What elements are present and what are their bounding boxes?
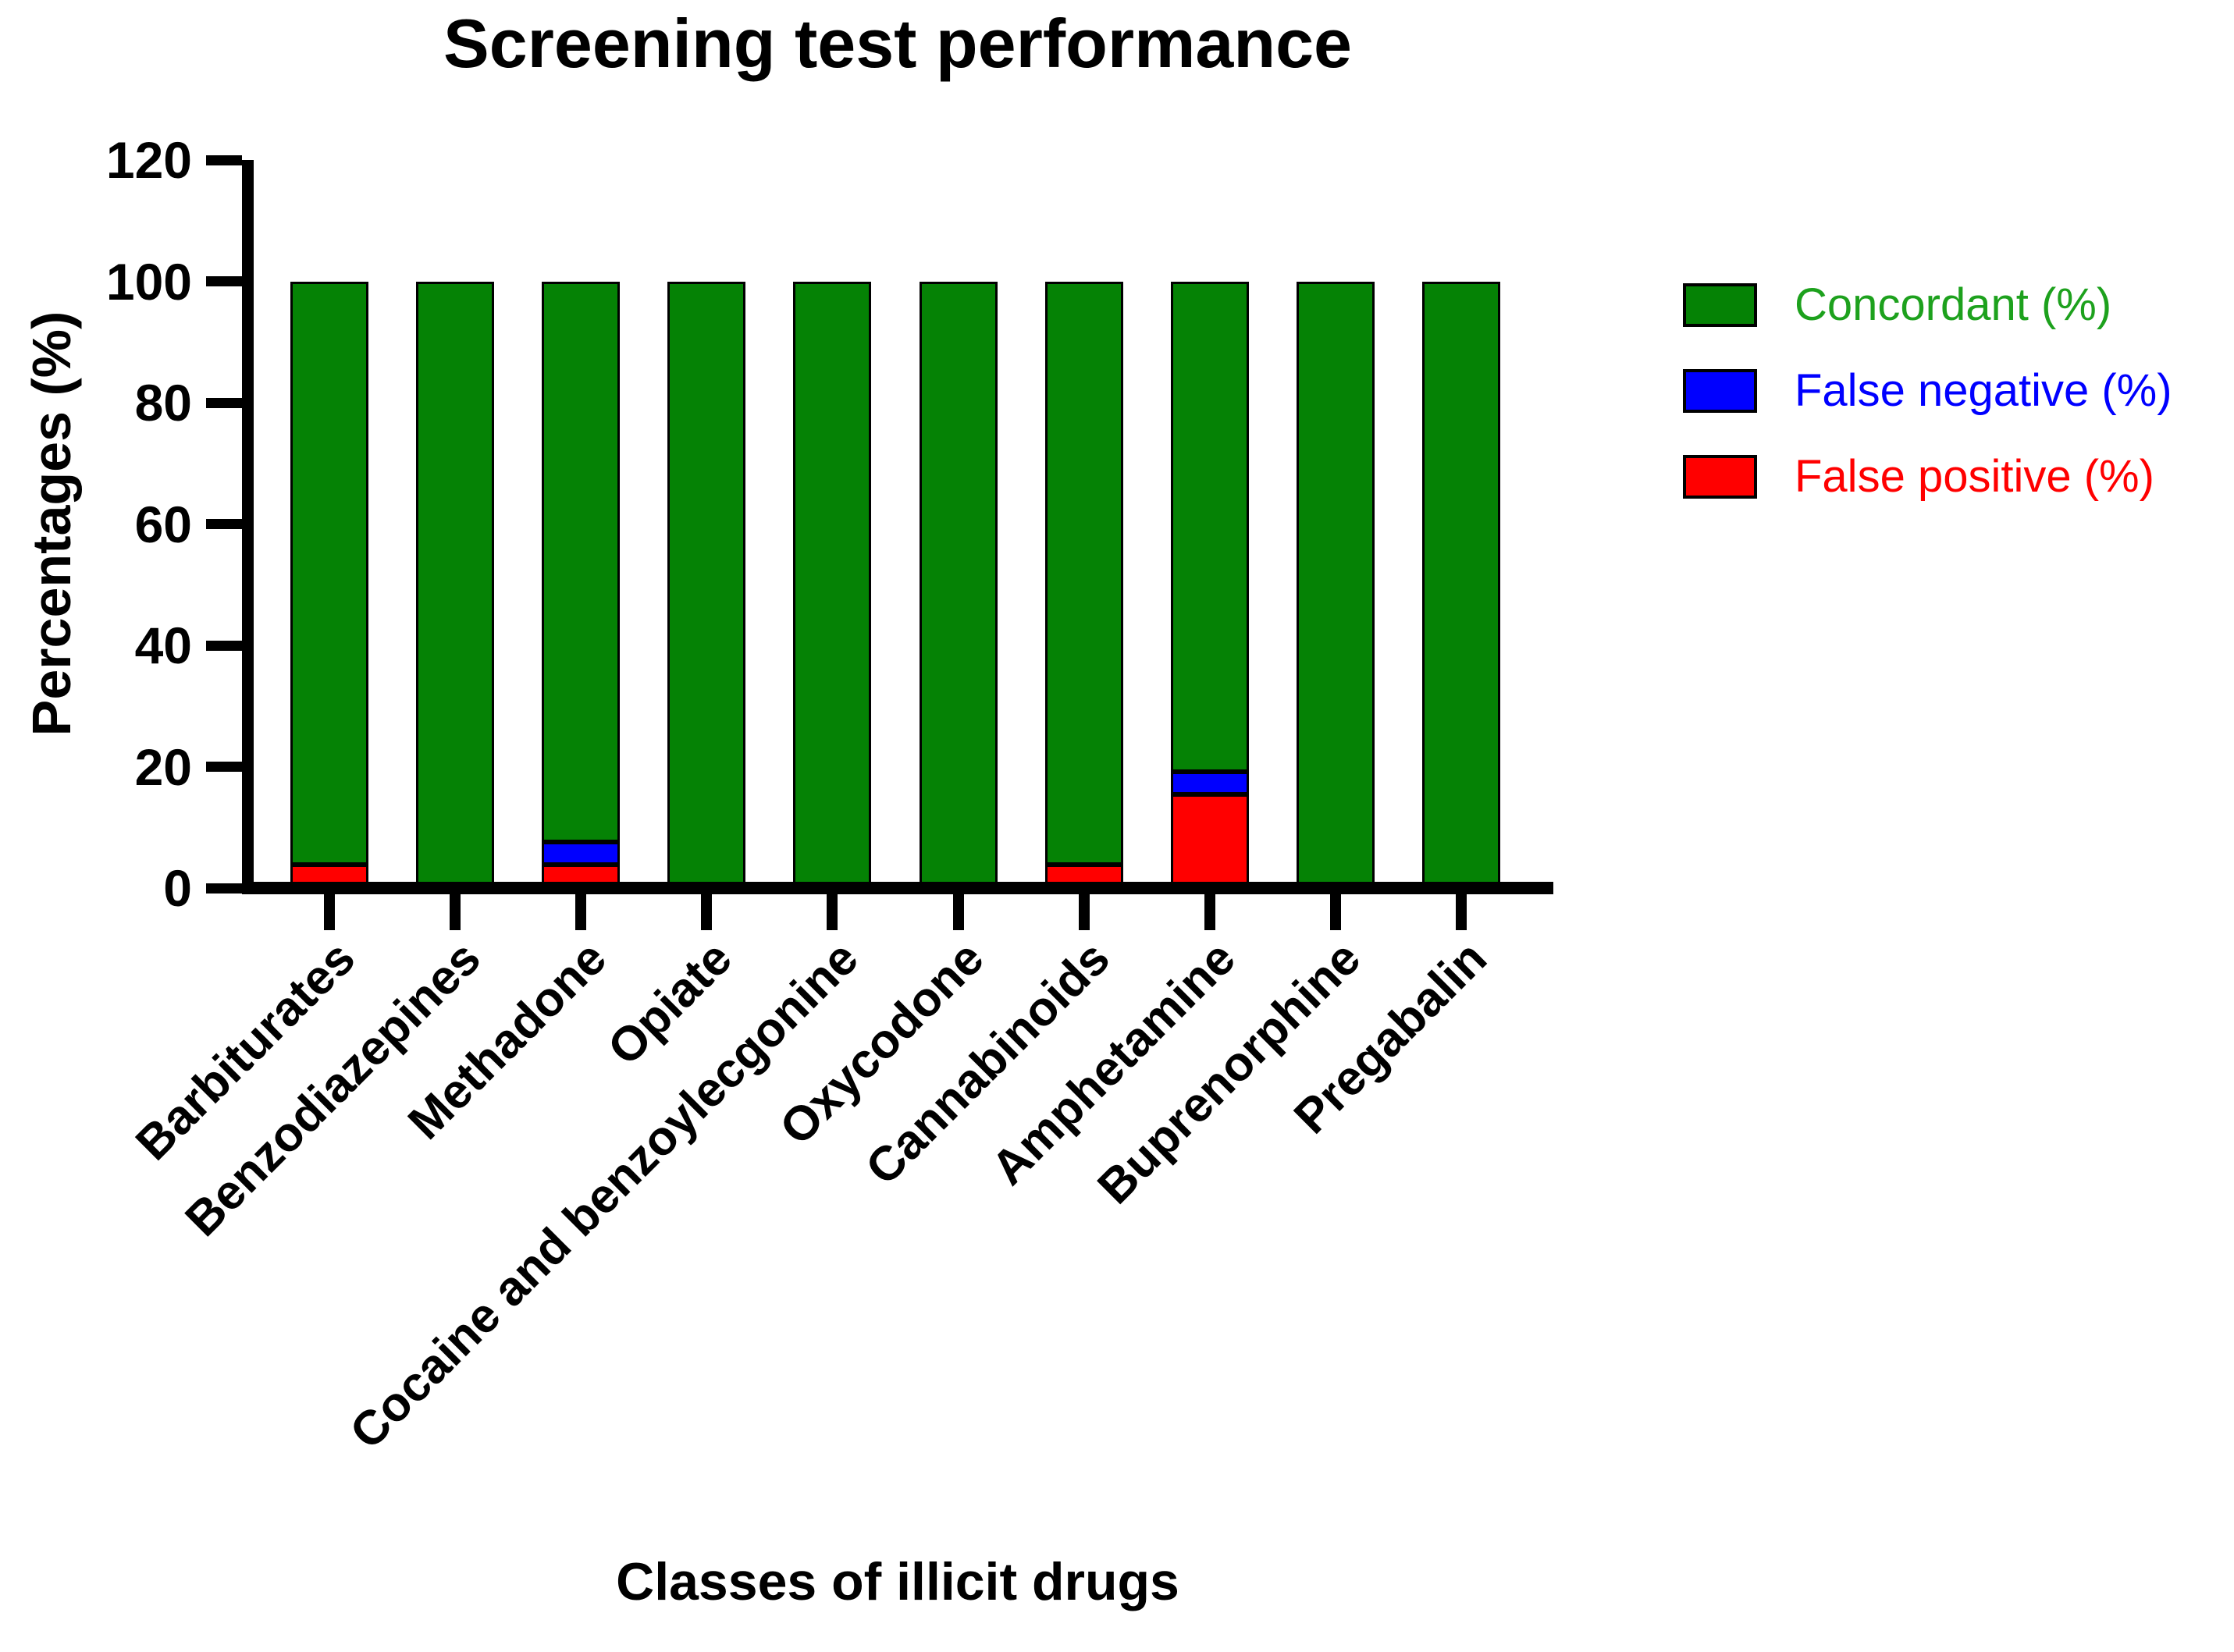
legend: Concordant (%) False negative (%) False po… — [1683, 282, 2172, 499]
y-tick-20 — [206, 762, 242, 772]
legend-swatch — [1683, 369, 1757, 413]
x-tick-1 — [324, 894, 335, 930]
x-tick-5 — [827, 894, 838, 930]
legend-item: False negative (%) — [1683, 368, 2172, 414]
bar-segment-concordant- — [667, 281, 746, 888]
x-tick-3 — [575, 894, 587, 930]
bar-amphetamine — [1170, 281, 1249, 888]
legend-swatch — [1683, 455, 1757, 499]
bar-pregabalin — [1421, 281, 1500, 888]
y-tick-label-20: 20 — [134, 737, 192, 796]
bar-segment-concordant- — [1421, 281, 1500, 888]
y-tick-label-120: 120 — [105, 131, 192, 189]
x-tick-8 — [1204, 894, 1215, 930]
y-tick-80 — [206, 397, 242, 408]
x-tick-2 — [450, 894, 461, 930]
legend-label: Concordant (%) — [1795, 279, 2112, 330]
plot-area: 0 20 40 60 80 100 120 — [106, 134, 1553, 930]
bar-segment-concordant- — [416, 281, 495, 888]
y-tick-0 — [206, 883, 242, 894]
legend-swatch — [1683, 283, 1757, 327]
y-tick-60 — [206, 519, 242, 529]
bar-segment-concordant- — [1170, 281, 1249, 772]
x-axis-category-labels: Barbiturates Benzodiazepines Methadone Opia… — [126, 931, 1553, 1604]
y-tick-label-100: 100 — [105, 252, 192, 311]
y-tick-100 — [206, 276, 242, 286]
bar-barbiturates — [290, 281, 368, 888]
x-tick-9 — [1329, 894, 1341, 930]
y-tick-label-60: 60 — [134, 495, 192, 553]
x-category-label: Barbiturates — [125, 931, 365, 1171]
bar-segment-false-negative- — [542, 841, 621, 865]
x-axis-title: Classes of illicit drugs — [616, 1552, 1179, 1611]
bar-segment-false-negative- — [1170, 771, 1249, 795]
x-tick-4 — [701, 894, 713, 930]
bar-cannabinoids — [1044, 281, 1123, 888]
bar-cocaine-and-benzoylecgonine — [793, 281, 872, 888]
x-tick-10 — [1455, 894, 1467, 930]
bar-segment-concordant- — [1296, 281, 1375, 888]
bar-segment-concordant- — [793, 281, 872, 888]
y-tick-120 — [206, 155, 242, 165]
bar-segment-false-positive- — [1170, 794, 1249, 888]
legend-label: False positive (%) — [1795, 451, 2154, 502]
bar-methadone — [542, 281, 621, 888]
bar-segment-concordant- — [290, 281, 368, 865]
x-tick-6 — [952, 894, 964, 930]
bar-segment-concordant- — [542, 281, 621, 842]
y-axis-line — [242, 160, 254, 888]
bar-segment-concordant- — [919, 281, 998, 888]
x-tick-7 — [1078, 894, 1090, 930]
y-tick-label-0: 0 — [163, 859, 192, 917]
bar-buprenorphine — [1296, 281, 1375, 888]
bar-segment-concordant- — [1044, 281, 1123, 865]
bar-oxycodone — [919, 281, 998, 888]
bar-opiate — [667, 281, 746, 888]
y-tick-40 — [206, 640, 242, 651]
bar-benzodiazepines — [416, 281, 495, 888]
legend-item: False positive (%) — [1683, 454, 2172, 499]
legend-item: Concordant (%) — [1683, 282, 2172, 328]
legend-label: False negative (%) — [1795, 365, 2172, 416]
y-tick-label-80: 80 — [134, 374, 192, 432]
chart-title: Screening test performance — [443, 5, 1352, 82]
x-axis-line — [242, 882, 1553, 894]
y-tick-label-40: 40 — [134, 616, 192, 674]
